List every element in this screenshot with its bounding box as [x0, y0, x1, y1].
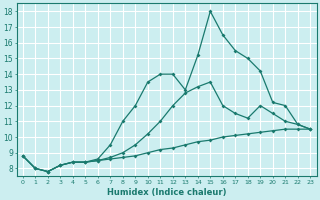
X-axis label: Humidex (Indice chaleur): Humidex (Indice chaleur) [107, 188, 226, 197]
